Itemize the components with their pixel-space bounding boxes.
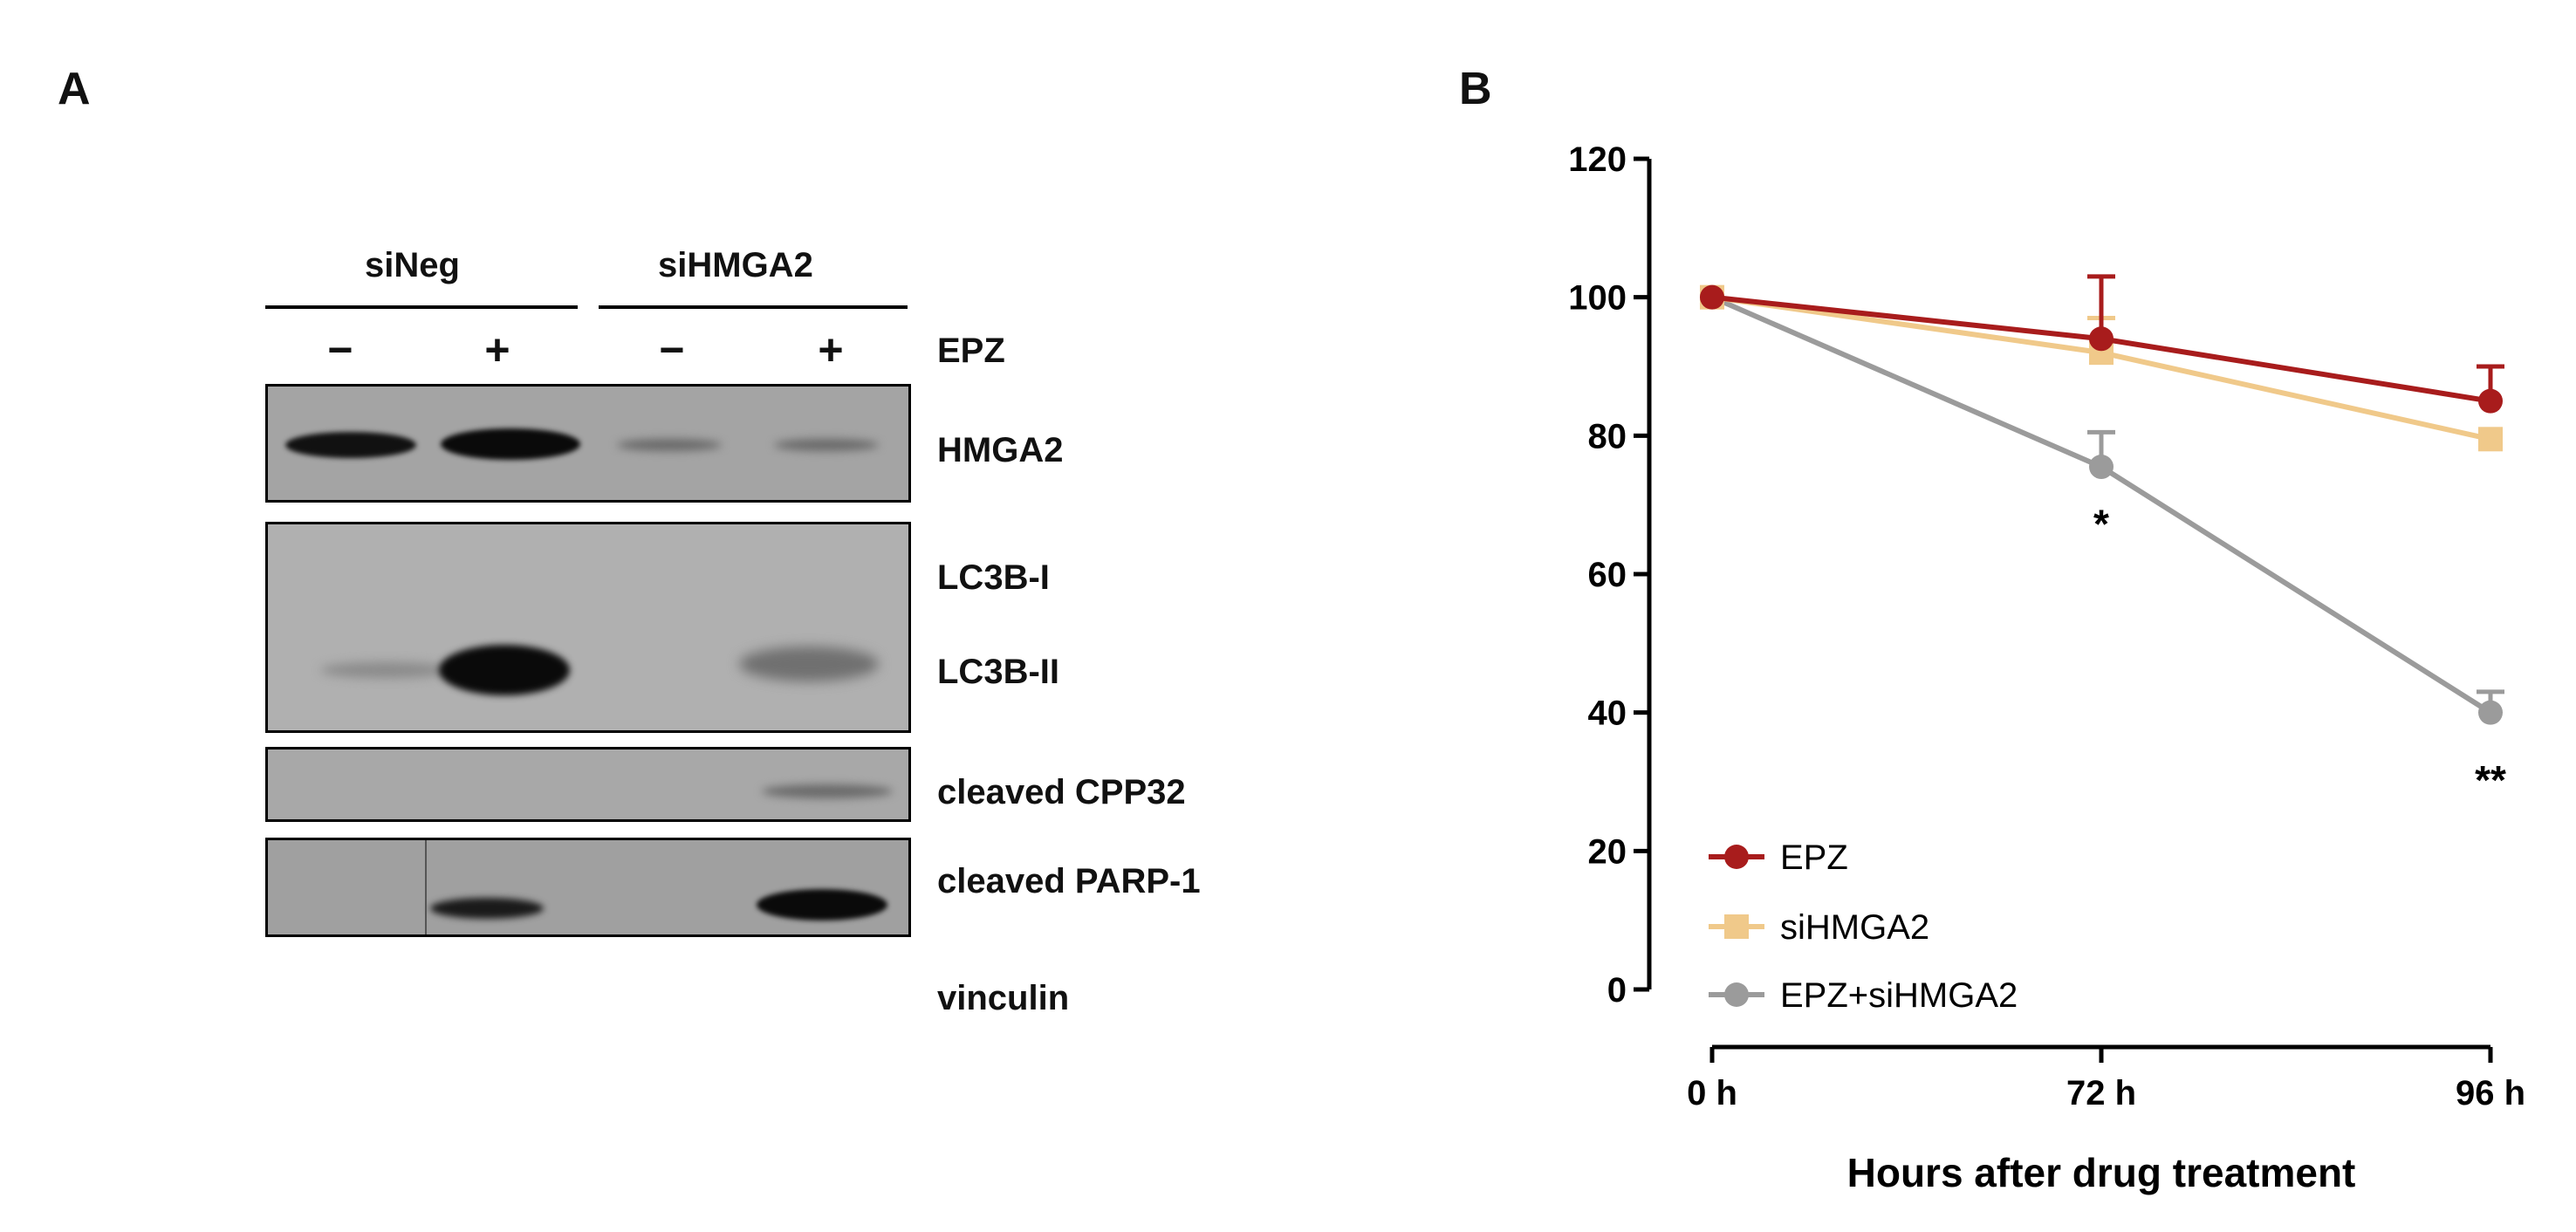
y-tick-label: 60 xyxy=(1588,556,1627,594)
data-point xyxy=(2089,455,2114,480)
y-tick-label: 100 xyxy=(1568,279,1627,318)
y-tick-label: 20 xyxy=(1588,832,1627,871)
row-label-hmga2: HMGA2 xyxy=(937,431,1064,469)
band xyxy=(439,645,570,695)
band xyxy=(441,428,580,460)
x-tick-label: 72 h xyxy=(2066,1074,2136,1112)
x-axis-label: Hours after drug treatment xyxy=(1847,1150,2356,1195)
group-label-sineg: siNeg xyxy=(365,246,460,284)
y-tick-label: 120 xyxy=(1568,140,1627,179)
legend-marker xyxy=(1724,914,1749,939)
legend-label: siHMGA2 xyxy=(1780,908,1929,947)
significance-marker: ** xyxy=(2475,757,2506,803)
blot-lc3b xyxy=(265,522,911,733)
treatment-label: EPZ xyxy=(937,332,1005,370)
band xyxy=(430,898,544,919)
treatment-sign-3: − xyxy=(659,325,685,374)
band xyxy=(774,439,879,451)
row-label-lc3b-i: LC3B-I xyxy=(937,558,1050,597)
legend-label: EPZ xyxy=(1780,838,1848,877)
treatment-sign-4: + xyxy=(818,325,844,374)
data-point xyxy=(2478,700,2503,725)
x-tick-label: 96 h xyxy=(2456,1074,2525,1112)
row-label-vinculin: vinculin xyxy=(937,979,1070,1017)
row-label-cleaved-cpp32: cleaved CPP32 xyxy=(937,773,1186,811)
group-line-sineg xyxy=(265,305,578,309)
band xyxy=(285,432,416,458)
band xyxy=(739,647,879,681)
y-tick-label: 40 xyxy=(1588,695,1627,733)
x-tick-label: 0 h xyxy=(1687,1074,1737,1112)
data-point xyxy=(2478,388,2503,414)
membrane-scratch xyxy=(425,840,427,934)
data-point xyxy=(1700,284,1724,310)
row-label-cleaved-parp1: cleaved PARP-1 xyxy=(937,862,1201,900)
band xyxy=(762,784,893,798)
treatment-sign-1: − xyxy=(327,325,353,374)
panel-b-letter: B xyxy=(1459,64,1492,114)
group-label-sihmga2: siHMGA2 xyxy=(658,246,813,284)
group-line-sihmga2 xyxy=(599,305,908,309)
y-tick-label: 0 xyxy=(1607,971,1627,1010)
blot-cpp32 xyxy=(265,747,911,822)
data-point xyxy=(2478,427,2503,452)
band xyxy=(757,889,887,921)
data-point xyxy=(2089,326,2114,352)
blot-parp1 xyxy=(265,838,911,937)
legend-marker xyxy=(1724,845,1749,869)
significance-marker: * xyxy=(2093,501,2109,546)
panel-a-letter: A xyxy=(58,64,91,114)
blot-hmga2 xyxy=(265,384,911,503)
band xyxy=(320,662,451,678)
y-tick-label: 80 xyxy=(1588,417,1627,455)
band xyxy=(617,439,722,451)
legend-marker xyxy=(1724,982,1749,1007)
treatment-sign-2: + xyxy=(484,325,510,374)
legend-label: EPZ+siHMGA2 xyxy=(1780,976,2018,1015)
row-label-lc3b-ii: LC3B-II xyxy=(937,653,1059,691)
